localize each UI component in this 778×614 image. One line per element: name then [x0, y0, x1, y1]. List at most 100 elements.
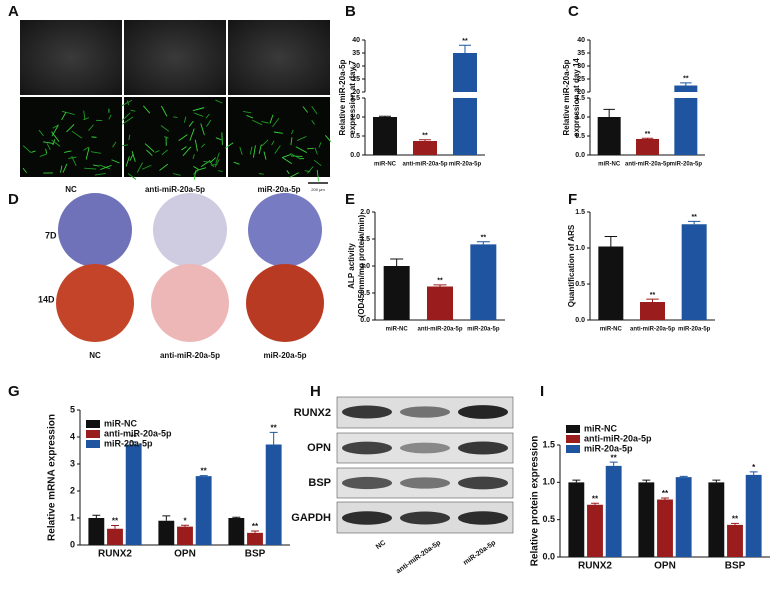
cell-streak: [304, 170, 311, 173]
cell-streak: [83, 110, 86, 120]
error-bar: [111, 525, 119, 529]
cell-streak: [311, 106, 318, 115]
bar: [158, 520, 175, 545]
cell-streak: [200, 123, 205, 136]
cell-streak: [127, 173, 137, 180]
legend-label: miR-NC: [584, 423, 617, 433]
error-bar: [251, 530, 259, 533]
cell-streak: [144, 143, 155, 152]
blot-band: [458, 511, 508, 525]
column-label: anti-miR-20a-5p: [160, 351, 220, 360]
bar: [745, 474, 762, 557]
y-tick-label: 30: [352, 63, 360, 70]
blot-band: [342, 476, 392, 490]
cell-streak: [215, 137, 222, 141]
error-bar: [749, 471, 758, 475]
cell-streak: [282, 157, 293, 165]
y-axis-label: Relative miR-20a-5p: [562, 59, 571, 135]
blot-band: [458, 476, 508, 490]
cell-streak: [161, 149, 168, 156]
significance-label: **: [683, 76, 689, 83]
cell-streak: [178, 134, 188, 141]
y-axis-label: ALP activity: [347, 243, 356, 289]
bar: [247, 532, 263, 545]
cell-streak: [51, 139, 61, 147]
significance-label: **: [462, 38, 468, 45]
x-tick-label: anti-miR-20a-5p: [402, 162, 447, 168]
legend-swatch: [566, 435, 580, 443]
error-bar: [232, 516, 241, 518]
cell-streak: [83, 117, 90, 121]
cell-streak: [214, 159, 220, 168]
x-tick-label: miR-NC: [600, 327, 623, 333]
cell-streak: [94, 173, 106, 176]
bar: [638, 482, 655, 557]
cell-streak: [22, 145, 32, 154]
bar: [636, 139, 659, 155]
cell-streak: [45, 148, 48, 154]
cell-streak: [188, 120, 194, 127]
cell-streak: [141, 164, 152, 170]
cell-streak: [122, 144, 128, 147]
error-bar: [269, 431, 278, 445]
cell-streak: [273, 131, 283, 134]
error-bar: [646, 298, 659, 302]
cell-streak: [206, 119, 212, 127]
error-bar: [641, 137, 654, 140]
cell-streak: [200, 143, 206, 148]
x-tick-label: anti-miR-20a-5p: [625, 162, 670, 168]
bar: [177, 526, 193, 545]
brightfield-image: [20, 20, 122, 95]
y-tick-label: 1.5: [542, 439, 555, 449]
bar: [605, 465, 622, 557]
micrograph-panel: [20, 20, 330, 177]
significance-label: **: [437, 278, 443, 285]
cell-streak: [205, 113, 210, 119]
cell-streak: [108, 114, 112, 120]
cell-streak: [302, 106, 309, 113]
brightfield-image: [124, 20, 226, 95]
significance-label: **: [662, 489, 669, 498]
cell-streak: [22, 167, 27, 174]
row-label: RUNX2: [294, 407, 331, 419]
cell-streak: [51, 131, 60, 142]
error-bar: [680, 82, 692, 86]
cell-streak: [221, 132, 223, 146]
blot-band: [400, 477, 450, 489]
column-label: miR-20a-5p: [257, 185, 300, 194]
error-bar: [419, 139, 431, 141]
legend-label: anti-miR-20a-5p: [584, 433, 652, 443]
cell-streak: [217, 170, 223, 172]
bar: [125, 444, 142, 545]
stain-well: [58, 193, 132, 267]
significance-label: **: [422, 133, 428, 140]
y-axis-label: Relative mRNA expression: [47, 414, 58, 541]
cell-streak: [274, 145, 281, 155]
y-tick-label: 20: [352, 89, 360, 96]
error-bar: [712, 479, 721, 483]
bar: [640, 302, 665, 320]
cell-streak: [313, 159, 322, 167]
significance-label: **: [592, 494, 599, 503]
significance-label: **: [252, 522, 259, 531]
cell-streak: [242, 111, 252, 114]
cell-streak: [224, 142, 234, 149]
x-tick-label: BSP: [245, 549, 266, 560]
y-tick-label: 25: [577, 76, 585, 83]
cell-streak: [258, 173, 264, 175]
cell-streak: [261, 121, 269, 124]
error-bar: [199, 475, 208, 477]
cell-streak: [183, 116, 187, 123]
cell-streak: [130, 109, 136, 112]
panel-letter: F: [568, 191, 577, 208]
legend-swatch: [566, 445, 580, 453]
y-axis-label: Relative miR-20a-5p: [338, 59, 347, 135]
cell-streak: [159, 163, 169, 171]
cell-streak: [143, 105, 151, 114]
y-tick-label: 0.5: [575, 281, 585, 288]
significance-label: **: [611, 453, 618, 462]
bar: [453, 53, 477, 155]
cell-streak: [182, 146, 192, 157]
y-tick-label: 35: [577, 50, 585, 57]
